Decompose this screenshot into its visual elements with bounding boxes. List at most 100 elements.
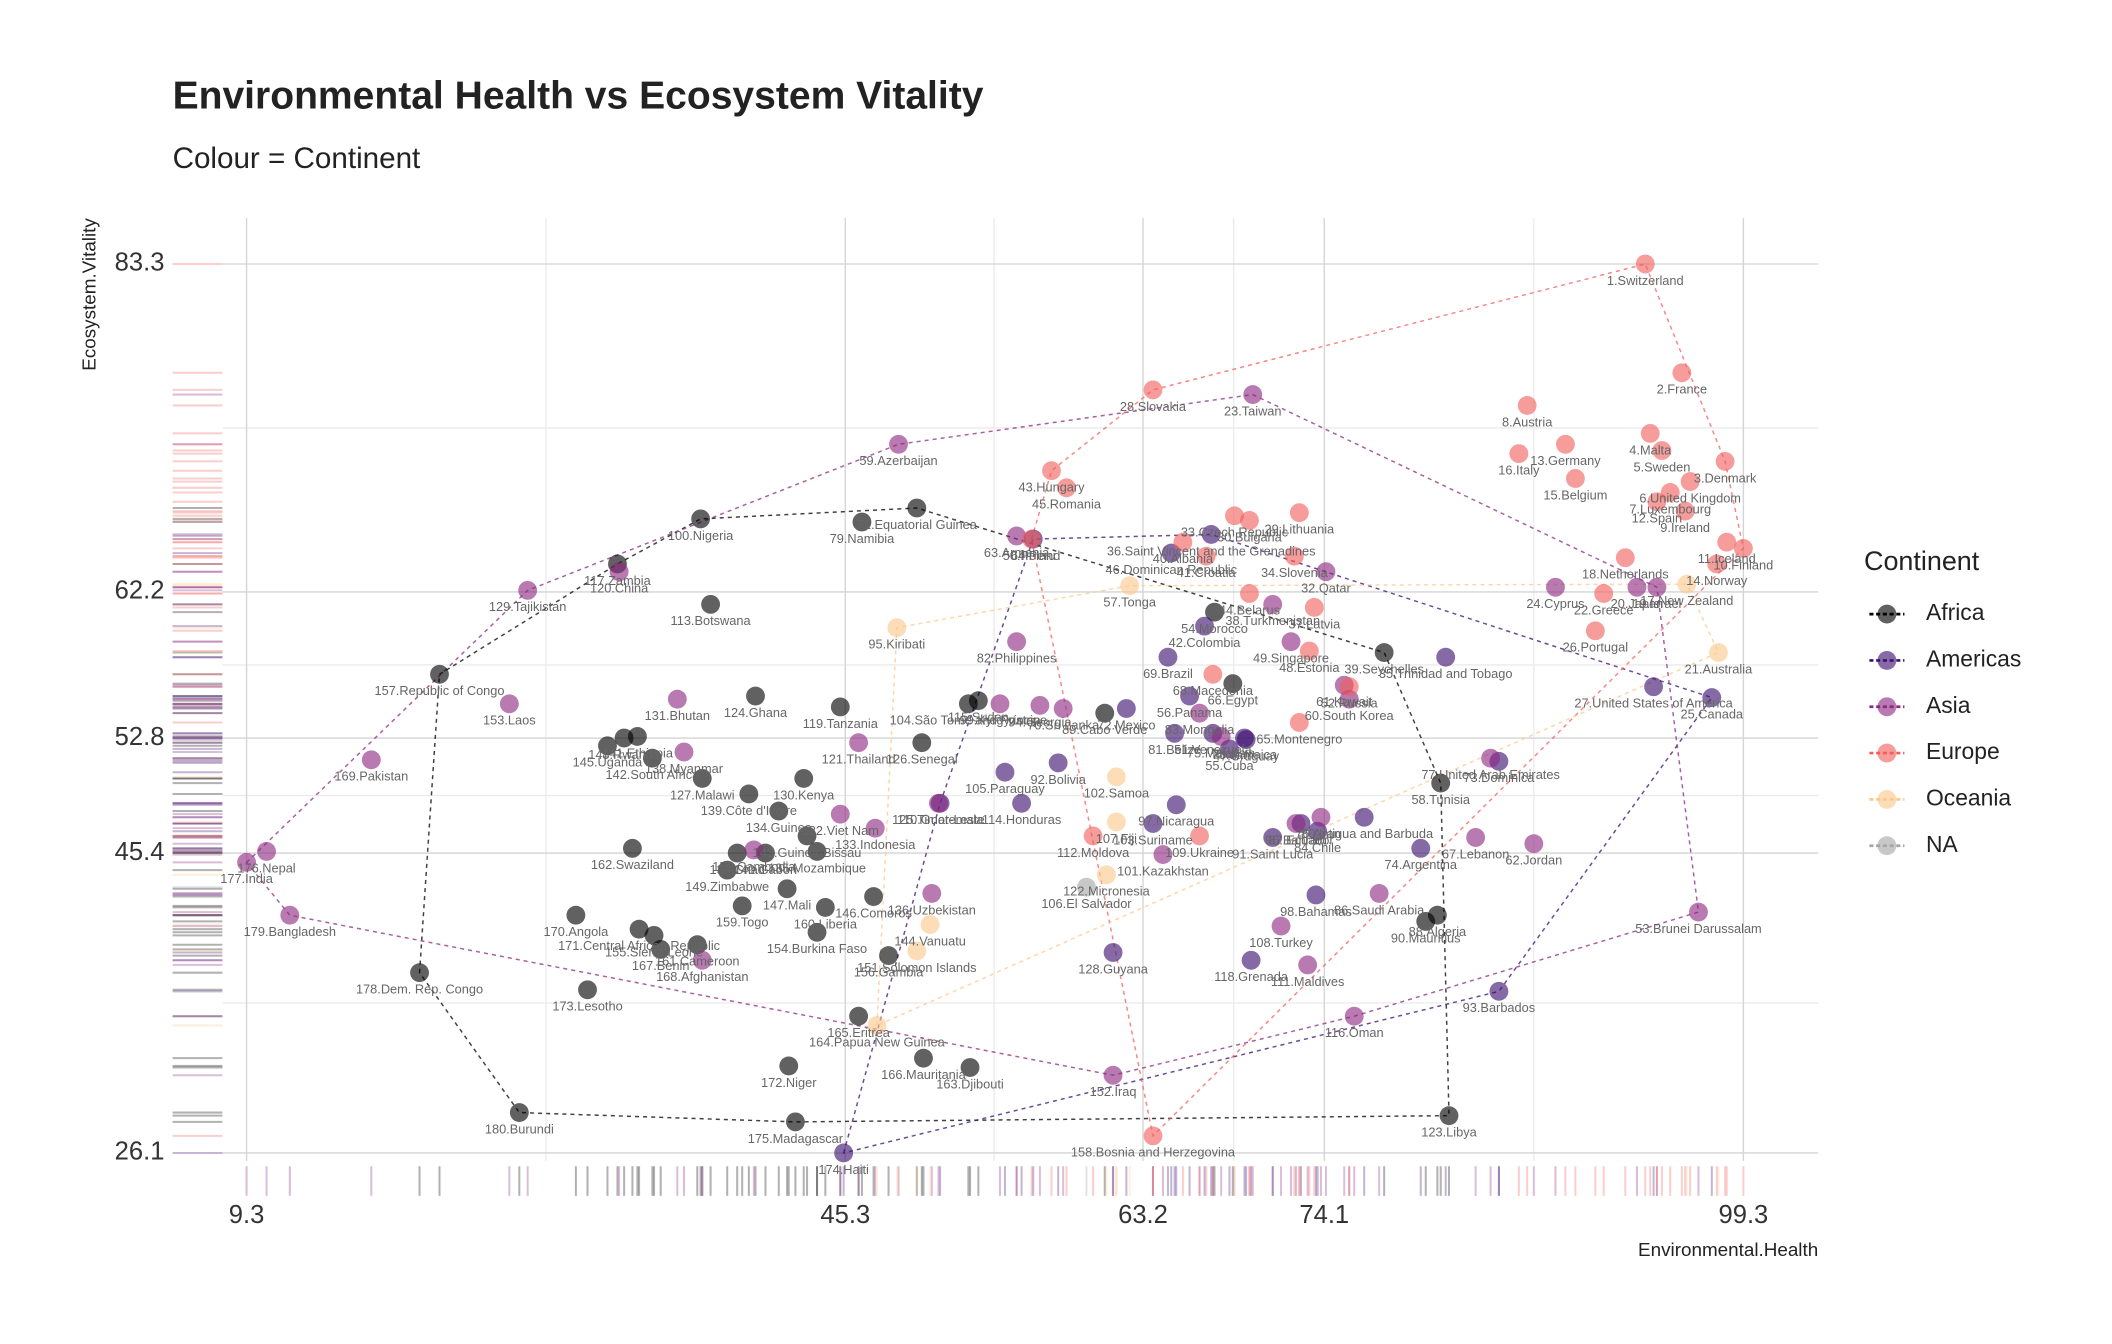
point-label: 47.Uruguay [1213, 748, 1280, 763]
point [777, 879, 797, 899]
point [995, 762, 1015, 782]
point [1103, 943, 1123, 962]
point-label: 122.Micronesia [1063, 884, 1151, 899]
point [1096, 865, 1116, 885]
point [1316, 562, 1336, 582]
point-label: 111.Maldives [1271, 974, 1344, 989]
point-label: 109.Ukraine [1165, 845, 1234, 860]
point [1298, 955, 1318, 975]
point [889, 434, 908, 454]
point-label: 71.Equatorial Guinea [857, 517, 978, 532]
point-label: 98.Bahamas [1280, 904, 1352, 919]
point-label: 25.Canada [1681, 706, 1744, 721]
point-label: 29.Lithuania [1265, 522, 1336, 537]
point-label: 180.Burundi [485, 1121, 554, 1136]
point-label: 57.Tonga [1103, 595, 1156, 610]
hulls [245, 263, 1745, 1154]
point-label: 28.Slovakia [1120, 399, 1187, 414]
point-label: 92.Bolivia [1030, 772, 1086, 787]
point [1190, 703, 1209, 723]
point-label: 135.Mozambique [768, 860, 866, 875]
y-axis-label: Ecosystem.Vitality [78, 218, 99, 371]
legend-key [1877, 604, 1897, 624]
point [779, 1056, 799, 1076]
point [769, 801, 789, 821]
point-label: 76.Antigua and Barbuda [1295, 826, 1434, 841]
point-label: 112.Moldova [1057, 845, 1130, 860]
point [1431, 773, 1451, 793]
point-label: 53.Brunei Darussalam [1635, 921, 1761, 936]
point-label: 179.Bangladesh [244, 924, 336, 939]
point-label: 37.Latvia [1288, 616, 1341, 631]
point [887, 618, 907, 638]
point-label: 132.Viet Nam [802, 823, 879, 838]
point [1106, 767, 1126, 787]
legend-key [1877, 743, 1897, 763]
point-label: 101.Kazakhstan [1117, 863, 1209, 878]
x-tick-label: 45.3 [820, 1201, 870, 1229]
point-label: 24.Cyprus [1526, 596, 1584, 611]
point-label: 134.Guinea [746, 820, 813, 835]
point [1284, 546, 1304, 566]
point [1143, 380, 1163, 400]
point [1241, 950, 1261, 970]
point [1344, 1006, 1364, 1026]
point [1660, 483, 1680, 502]
point-label: 36.Saint Vincent and the Grenadines [1107, 543, 1316, 558]
point [922, 884, 942, 903]
point-label: 91.Saint Lucia [1232, 846, 1314, 861]
point-label: 6.United Kingdom [1639, 490, 1741, 505]
point [920, 915, 940, 934]
point-label: 118.Grenada [1214, 969, 1289, 984]
point [879, 946, 898, 966]
legend-key [1877, 650, 1897, 670]
point [1644, 677, 1664, 697]
point-label: 54.Morocco [1181, 621, 1248, 636]
point-labels: 39.Seychelles 54.Morocco 58.Tunisia 66.Egyp… [220, 273, 1773, 1177]
point-label: 32.Qatar [1301, 581, 1351, 596]
point [830, 804, 850, 824]
continent-hull [876, 583, 1720, 1027]
point [614, 728, 634, 748]
point [1116, 699, 1136, 718]
point [1095, 703, 1115, 723]
point-label: 133.Indonesia [835, 837, 916, 852]
point [687, 935, 707, 955]
point [1048, 753, 1068, 773]
point [1289, 713, 1309, 732]
point-label: 164.Papua New Guinea [809, 1034, 946, 1049]
point [865, 818, 885, 838]
point-label: 105.Paraguay [965, 781, 1045, 796]
point [1439, 1106, 1459, 1126]
point [1173, 532, 1193, 552]
legend-label: Africa [1926, 599, 1985, 625]
point-label: 21.Australia [1685, 661, 1753, 676]
point-label: 58.Tunisia [1411, 792, 1470, 807]
point-label: 30.Bulgaria [1217, 529, 1283, 544]
point [1594, 584, 1614, 603]
point-label: 61.Kuwait [1316, 694, 1373, 709]
point-label: 15.Belgium [1543, 487, 1607, 502]
point-label: 151.Solomon Islands [857, 960, 976, 975]
point [1585, 621, 1605, 641]
point-label: 178.Dem. Rep. Congo [356, 982, 483, 997]
point [1196, 546, 1216, 566]
point [1240, 511, 1259, 530]
point-label: 59.Azerbaijan [859, 453, 937, 468]
point-label: 56.Panama [1157, 705, 1223, 720]
y-tick-label: 52.8 [115, 723, 165, 751]
point [1546, 577, 1565, 597]
point [1707, 554, 1727, 574]
point [739, 784, 759, 804]
point-label: 43.Hungary [1018, 480, 1085, 495]
point [1299, 641, 1319, 661]
point-label: 136.Uzbekistan [888, 902, 976, 917]
point [1143, 814, 1163, 833]
point-label: 138.Myanmar [645, 761, 724, 776]
y-tick-label: 26.1 [115, 1138, 165, 1166]
point-label: 96.Bahrain [1265, 832, 1327, 847]
point [1556, 434, 1575, 454]
point-label: 74.Argentina [1385, 857, 1458, 872]
point-label: 173.Lesotho [552, 999, 622, 1014]
point-label: 113.Botswana [671, 613, 752, 628]
